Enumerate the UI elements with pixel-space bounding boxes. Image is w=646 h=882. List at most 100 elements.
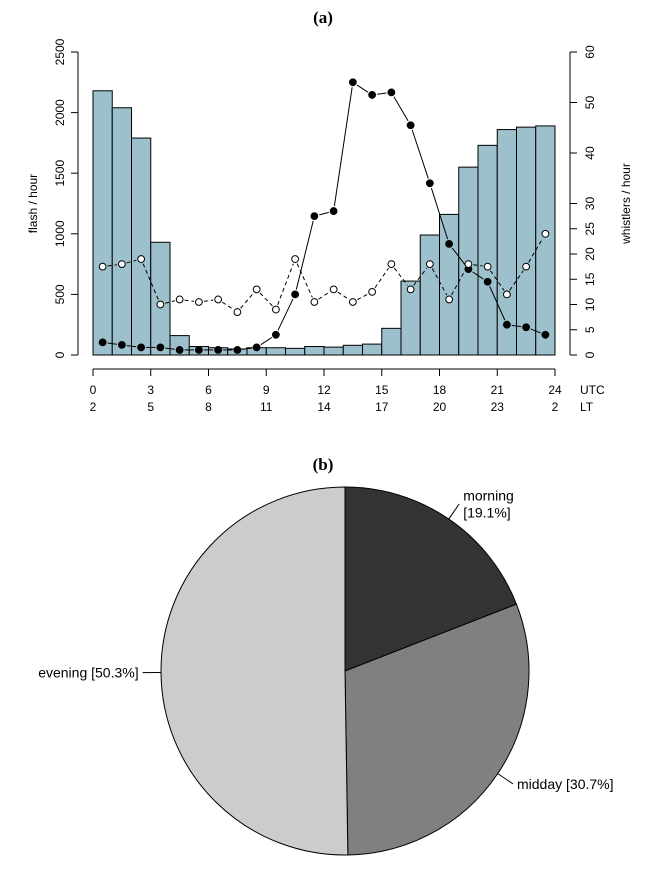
whistler-line-filled <box>107 342 117 345</box>
whistler-point-open <box>175 295 184 304</box>
whistler-point-filled <box>214 346 223 354</box>
x-tick-label-utc: 9 <box>263 383 270 397</box>
whistler-point-filled <box>271 330 280 339</box>
flash-bar <box>381 327 402 356</box>
whistler-line-filled <box>260 337 272 346</box>
x-tick-label-utc: 12 <box>317 383 331 397</box>
whistler-line-open <box>240 292 254 309</box>
flash-bar <box>477 144 498 356</box>
x-tick-label-lt: 17 <box>375 400 389 414</box>
whistler-point-filled <box>406 121 415 130</box>
whistler-point-filled <box>425 179 434 188</box>
whistler-point-open <box>156 300 165 309</box>
flash-bar <box>92 90 113 356</box>
right-y-tick-label: 20 <box>583 247 597 261</box>
whistler-line-filled <box>530 328 541 334</box>
whistler-point-filled <box>310 212 319 221</box>
flash-bar <box>285 347 306 356</box>
whistler-point-filled <box>502 320 511 329</box>
whistler-point-open <box>194 298 203 306</box>
whistler-point-open <box>368 287 377 296</box>
right-y-tick-label: 0 <box>583 351 597 358</box>
whistler-point-open <box>137 255 146 263</box>
whistler-point-filled <box>522 323 531 332</box>
whistler-line-open <box>165 300 175 304</box>
whistler-point-filled <box>156 343 165 352</box>
right-y-tick-label: 30 <box>583 197 597 211</box>
x-tick-label-utc: 6 <box>205 383 212 397</box>
whistler-line-filled <box>319 211 329 216</box>
whistler-point-open <box>483 262 492 271</box>
flash-bar <box>323 346 344 356</box>
whistler-line-filled <box>411 129 429 179</box>
whistler-line-filled <box>393 96 409 122</box>
whistler-line-filled <box>472 271 484 280</box>
whistler-line-open <box>222 301 234 310</box>
right-y-tick-label: 10 <box>583 298 597 312</box>
whistler-line-open <box>318 291 330 300</box>
x-tick-label-lt: 14 <box>317 400 331 414</box>
whistler-point-open <box>233 308 242 316</box>
flash-bar <box>304 346 325 356</box>
whistler-point-open <box>406 285 415 294</box>
whistler-line-filled <box>277 298 294 331</box>
pie-slice-label-line: [19.1%] <box>463 504 510 520</box>
chart-a-title: (a) <box>313 8 333 27</box>
whistler-line-open <box>509 270 524 291</box>
x-tick-label-lt: 8 <box>205 400 212 414</box>
whistler-point-filled <box>291 290 300 299</box>
pie-slice <box>344 603 530 856</box>
whistler-point-filled <box>368 91 377 99</box>
left-y-tick-label: 0 <box>53 351 67 358</box>
whistler-line-open <box>259 292 273 307</box>
whistler-point-filled <box>348 78 357 87</box>
flash-bar <box>342 344 363 356</box>
flash-bar <box>150 241 171 356</box>
whistler-line-filled <box>489 286 506 321</box>
whistler-point-open <box>425 260 434 269</box>
right-y-tick-label: 15 <box>583 272 597 286</box>
x-tick-label-lt: 20 <box>433 400 447 414</box>
right-y-tick-label: 60 <box>583 45 597 59</box>
chart-b: (b) morning [19.1%] midday [30.7%] evening … <box>38 455 614 856</box>
left-y-tick-label: 2000 <box>53 99 67 126</box>
pie-label-leader <box>497 773 514 785</box>
flash-bar <box>131 137 152 356</box>
whistler-line-filled <box>356 84 369 93</box>
whistler-line-filled <box>295 220 314 290</box>
left-y-axis-label: flash / hour <box>26 174 40 233</box>
whistler-line-open <box>451 268 467 296</box>
whistler-point-filled <box>98 338 107 347</box>
whistler-point-open <box>502 290 511 299</box>
whistler-point-filled <box>483 277 492 286</box>
whistler-line-open <box>490 270 505 291</box>
left-y-tick-label: 1000 <box>53 220 67 247</box>
whistler-line-open <box>394 267 408 286</box>
whistler-line-open <box>203 299 214 302</box>
right-y-axis-label: whistlers / hour <box>619 163 633 245</box>
whistler-point-filled <box>233 346 242 354</box>
whistler-line-open <box>296 263 313 298</box>
whistler-line-open <box>473 264 483 267</box>
whistler-point-filled <box>387 88 396 97</box>
pie-slice-label: morning [19.1%] <box>463 487 514 520</box>
whistler-point-filled <box>541 330 550 339</box>
x-unit-lt: LT <box>580 400 594 414</box>
whistler-point-open <box>541 229 550 238</box>
whistler-line-open <box>277 263 294 306</box>
whistler-point-filled <box>194 346 203 354</box>
whistler-point-filled <box>175 346 184 354</box>
x-tick-label-utc: 3 <box>147 383 154 397</box>
whistler-line-open <box>126 259 137 264</box>
x-tick-label-utc: 0 <box>90 383 97 397</box>
pie-slice-label-line: midday [30.7%] <box>517 776 614 792</box>
pie-slice <box>344 486 518 672</box>
right-y-tick-label: 5 <box>583 326 597 333</box>
whistler-point-filled <box>329 207 338 215</box>
whistler-point-open <box>291 255 300 263</box>
left-y-tick-label: 2500 <box>53 38 67 65</box>
whistler-point-open <box>522 262 531 271</box>
whistler-line-filled <box>333 87 353 207</box>
whistler-point-open <box>387 260 396 269</box>
x-unit-utc: UTC <box>580 383 605 397</box>
